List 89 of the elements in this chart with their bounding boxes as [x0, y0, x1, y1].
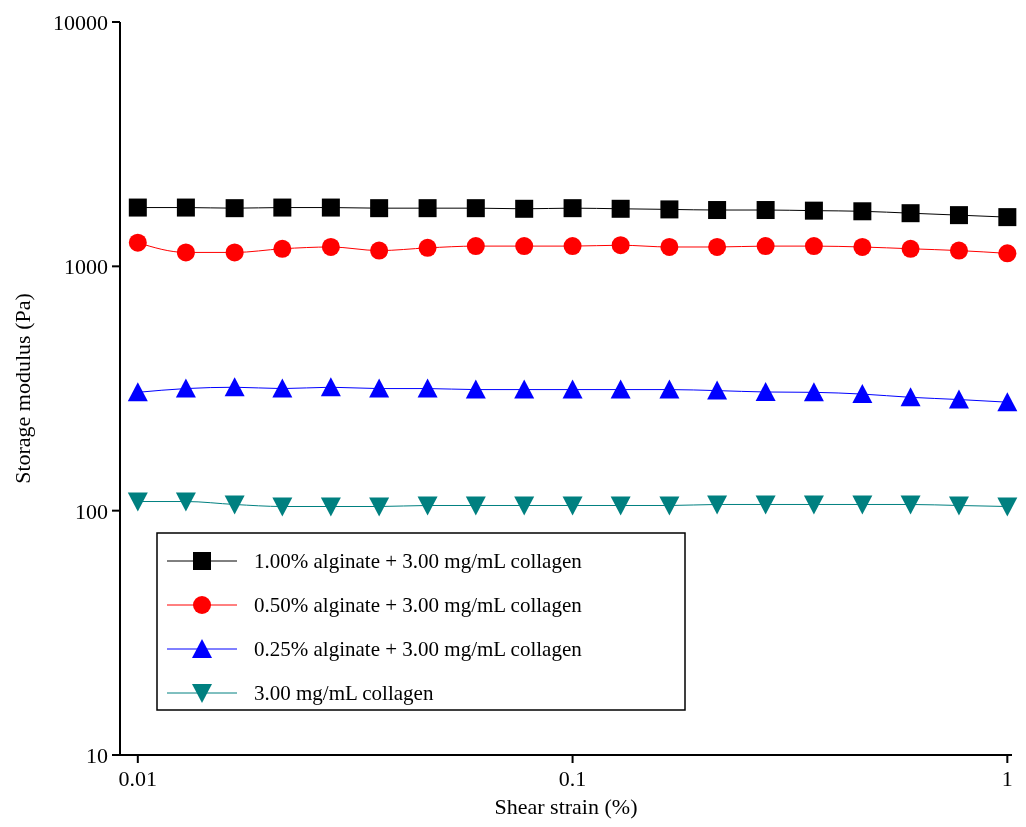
point: [852, 384, 873, 404]
point: [417, 496, 438, 516]
point: [273, 198, 292, 217]
point: [320, 377, 341, 397]
point: [465, 496, 486, 516]
point: [756, 237, 775, 256]
point: [852, 495, 873, 515]
point: [465, 379, 486, 399]
point: [272, 378, 293, 398]
y-tick-label: 100: [75, 498, 108, 524]
point: [176, 243, 195, 262]
point: [466, 199, 485, 218]
legend-label: 1.00% alginate + 3.00 mg/mL collagen: [254, 549, 583, 573]
point: [128, 233, 147, 252]
point: [175, 378, 196, 398]
point: [321, 198, 340, 217]
point: [998, 208, 1017, 227]
point: [418, 238, 437, 257]
point: [611, 199, 630, 218]
point: [175, 492, 196, 512]
point: [707, 495, 728, 515]
point: [708, 201, 727, 220]
point: [901, 239, 920, 258]
point: [853, 237, 872, 256]
legend-label: 0.25% alginate + 3.00 mg/mL collagen: [254, 637, 583, 661]
point: [660, 237, 679, 256]
point: [900, 387, 921, 407]
point: [514, 496, 535, 516]
point: [949, 206, 968, 225]
point: [853, 202, 872, 221]
point: [127, 492, 148, 512]
y-axis-title: Storage modulus (Pa): [10, 293, 35, 484]
x-tick-label: 1: [1001, 766, 1013, 791]
point: [224, 377, 245, 397]
point: [610, 379, 631, 399]
point: [948, 496, 969, 516]
point: [466, 237, 485, 256]
point: [224, 495, 245, 515]
x-tick-label: 0.01: [118, 766, 158, 791]
point: [562, 496, 583, 516]
point: [900, 495, 921, 515]
x-axis-title: Shear strain (%): [494, 794, 638, 819]
point: [948, 389, 969, 409]
point: [611, 236, 630, 255]
point: [804, 237, 823, 256]
point: [707, 380, 728, 400]
point: [225, 243, 244, 262]
point: [708, 237, 727, 256]
point: [128, 198, 147, 217]
point: [176, 198, 195, 217]
x-tick-label: 0.1: [558, 766, 587, 791]
point: [803, 495, 824, 515]
point: [562, 379, 583, 399]
point: [563, 199, 582, 218]
point: [901, 204, 920, 223]
point: [369, 497, 390, 517]
legend-label: 3.00 mg/mL collagen: [254, 681, 434, 705]
point: [369, 378, 390, 398]
point: [370, 241, 389, 260]
point: [320, 497, 341, 517]
point: [321, 237, 340, 256]
point: [949, 241, 968, 260]
y-tick-label: 10: [86, 743, 108, 768]
point: [417, 378, 438, 398]
point: [997, 497, 1018, 517]
legend-label: 0.50% alginate + 3.00 mg/mL collagen: [254, 593, 583, 617]
point: [370, 199, 389, 218]
point: [515, 237, 534, 256]
point: [563, 237, 582, 256]
point: [998, 244, 1017, 263]
point: [659, 496, 680, 516]
point: [756, 201, 775, 220]
y-tick-label: 10000: [53, 10, 108, 35]
point: [755, 381, 776, 401]
point: [418, 199, 437, 218]
point: [515, 199, 534, 218]
point: [514, 379, 535, 399]
point: [804, 201, 823, 220]
point: [997, 392, 1018, 412]
y-tick-label: 1000: [64, 254, 108, 280]
point: [755, 495, 776, 515]
point: [127, 382, 148, 402]
point: [803, 382, 824, 402]
point: [273, 239, 292, 258]
point: [659, 379, 680, 399]
point: [225, 199, 244, 218]
point: [660, 200, 679, 219]
point: [610, 496, 631, 516]
point: [272, 497, 293, 517]
